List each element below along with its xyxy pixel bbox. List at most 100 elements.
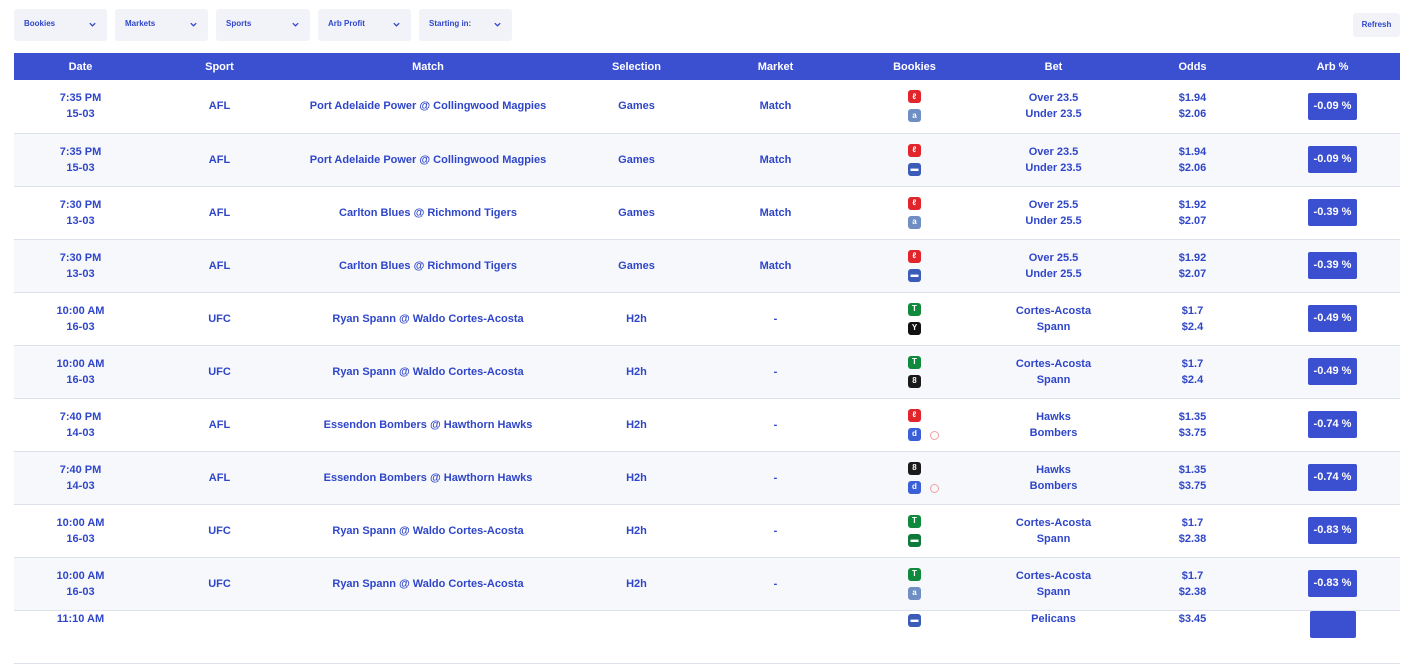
odds-cell: $1.35 $3.75 (1120, 398, 1265, 451)
bookies-cell[interactable]: ℓ ▬ (842, 133, 987, 186)
date-text: 14-03 (66, 479, 95, 492)
sportsbet-icon: ▬ (908, 533, 921, 547)
match-cell[interactable]: Ryan Spann @ Waldo Cortes-Acosta (332, 524, 524, 537)
time-text: 7:40 PM (59, 463, 102, 476)
arb-percent-button[interactable]: -0.49 % (1307, 305, 1358, 332)
match-cell[interactable]: Port Adelaide Power @ Collingwood Magpie… (309, 153, 547, 166)
header-sport[interactable]: Sport (205, 60, 234, 73)
header-date[interactable]: Date (68, 60, 93, 73)
markets-filter[interactable]: Markets (115, 9, 208, 41)
header-selection[interactable]: Selection (612, 60, 661, 73)
match-cell[interactable]: Ryan Spann @ Waldo Cortes-Acosta (332, 365, 524, 378)
match-cell[interactable] (292, 610, 564, 663)
match-cell[interactable]: Port Adelaide Power @ Collingwood Magpie… (309, 100, 547, 113)
table-row[interactable]: 11:10 AM ▬ Pelicans $3.45 (14, 610, 1400, 663)
table-row[interactable]: 7:30 PM 13-03 AFL Carlton Blues @ Richmond … (14, 239, 1400, 292)
header-match[interactable]: Match (412, 60, 444, 73)
header-odds[interactable]: Odds (1178, 60, 1207, 73)
odds-cell: $1.7 $2.4 (1120, 292, 1265, 345)
arb-cell: -0.49 % (1265, 345, 1400, 398)
table-row[interactable]: 7:35 PM 15-03 AFL Port Adelaide Power @ Col… (14, 80, 1400, 133)
odds-cell: $1.94 $2.06 (1120, 80, 1265, 133)
header-bet[interactable]: Bet (1044, 60, 1063, 73)
bet-2-text: Under 23.5 (1025, 108, 1082, 121)
header-bookies[interactable]: Bookies (893, 60, 936, 73)
bet-cell: Cortes-Acosta Spann (987, 504, 1120, 557)
refresh-button[interactable]: Refresh (1353, 13, 1400, 37)
arb-percent-button[interactable]: -0.39 % (1307, 252, 1358, 279)
starting-in-filter[interactable]: Starting in: (419, 9, 512, 41)
table-row[interactable]: 10:00 AM 16-03 UFC Ryan Spann @ Waldo Corte… (14, 292, 1400, 345)
table-row[interactable]: 10:00 AM 16-03 UFC Ryan Spann @ Waldo Corte… (14, 504, 1400, 557)
arb-percent-button[interactable]: -0.74 % (1307, 411, 1358, 438)
sports-filter[interactable]: Sports (216, 9, 310, 41)
date-cell: 7:30 PM 13-03 (14, 186, 147, 239)
bet-2-text: Under 25.5 (1025, 267, 1082, 280)
sport-cell: AFL (208, 471, 231, 484)
arb-percent-button[interactable]: -0.09 % (1307, 146, 1358, 173)
match-cell[interactable]: Ryan Spann @ Waldo Cortes-Acosta (332, 312, 524, 325)
arb-percent-button[interactable]: -0.49 % (1307, 358, 1358, 385)
sports-filter-label: Sports (226, 19, 252, 28)
bookies-cell[interactable]: ℓ ▬ (842, 239, 987, 292)
filter-bar: Bookies Markets Sports Arb Profit Starti… (14, 9, 1400, 41)
match-cell[interactable]: Essendon Bombers @ Hawthorn Hawks (323, 471, 533, 484)
selection-cell: Games (618, 259, 655, 272)
arb-profit-filter[interactable]: Arb Profit (318, 9, 411, 41)
bet365-icon: 8 (908, 374, 921, 388)
table-row[interactable]: 7:40 PM 14-03 AFL Essendon Bombers @ Hawtho… (14, 398, 1400, 451)
sport-cell: UFC (208, 577, 231, 590)
header-market[interactable]: Market (757, 60, 794, 73)
bet-2-text: Bombers (1029, 479, 1078, 492)
date-cell: 11:10 AM (14, 610, 147, 663)
arb-percent-button[interactable]: -0.83 % (1307, 517, 1358, 544)
table-row[interactable]: 7:30 PM 13-03 AFL Carlton Blues @ Richmond … (14, 186, 1400, 239)
starting-in-filter-label: Starting in: (429, 19, 472, 28)
tab-icon: T (908, 567, 921, 581)
time-text: 7:35 PM (59, 92, 102, 105)
table-row[interactable]: 7:35 PM 15-03 AFL Port Adelaide Power @ Col… (14, 133, 1400, 186)
arb-cell: -0.83 % (1265, 504, 1400, 557)
bet-2-text: Spann (1036, 585, 1071, 598)
arb-percent-button[interactable]: -0.74 % (1307, 464, 1358, 491)
match-cell[interactable]: Ryan Spann @ Waldo Cortes-Acosta (332, 577, 524, 590)
chevron-down-icon (292, 22, 299, 27)
arb-percent-button[interactable]: -0.39 % (1307, 199, 1358, 226)
odds-cell: $1.35 $3.75 (1120, 451, 1265, 504)
tab-icon: T (908, 355, 921, 369)
match-cell[interactable]: Carlton Blues @ Richmond Tigers (339, 206, 517, 219)
date-cell: 7:30 PM 13-03 (14, 239, 147, 292)
bet-1-text: Hawks (1036, 410, 1071, 423)
header-arb[interactable]: Arb % (1316, 60, 1349, 73)
table-row[interactable]: 10:00 AM 16-03 UFC Ryan Spann @ Waldo Corte… (14, 557, 1400, 610)
bookies-cell[interactable]: ▬ (842, 610, 987, 663)
sport-cell: AFL (208, 153, 231, 166)
table-row[interactable]: 10:00 AM 16-03 UFC Ryan Spann @ Waldo Corte… (14, 345, 1400, 398)
bet-1-text: Over 23.5 (1028, 92, 1079, 105)
bookies-filter[interactable]: Bookies (14, 9, 107, 41)
date-text: 16-03 (66, 373, 95, 386)
bookies-cell[interactable]: T ▬ (842, 504, 987, 557)
arb-percent-button[interactable]: -0.83 % (1307, 570, 1358, 597)
match-cell[interactable]: Carlton Blues @ Richmond Tigers (339, 259, 517, 272)
market-cell: Match (759, 153, 792, 166)
info-dot-icon (930, 483, 939, 493)
bet-cell: Over 23.5 Under 23.5 (987, 80, 1120, 133)
arb-percent-button[interactable] (1309, 610, 1356, 638)
ladbrokes-icon: ℓ (908, 143, 921, 157)
match-cell[interactable]: Essendon Bombers @ Hawthorn Hawks (323, 418, 533, 431)
bet-1-text: Hawks (1036, 463, 1071, 476)
market-cell: - (773, 312, 778, 325)
odds-2-text: $3.75 (1178, 426, 1207, 439)
table-row[interactable]: 7:40 PM 14-03 AFL Essendon Bombers @ Hawtho… (14, 451, 1400, 504)
arb-cell: -0.09 % (1265, 80, 1400, 133)
sport-cell (147, 610, 292, 663)
arb-percent-button[interactable]: -0.09 % (1307, 92, 1358, 120)
